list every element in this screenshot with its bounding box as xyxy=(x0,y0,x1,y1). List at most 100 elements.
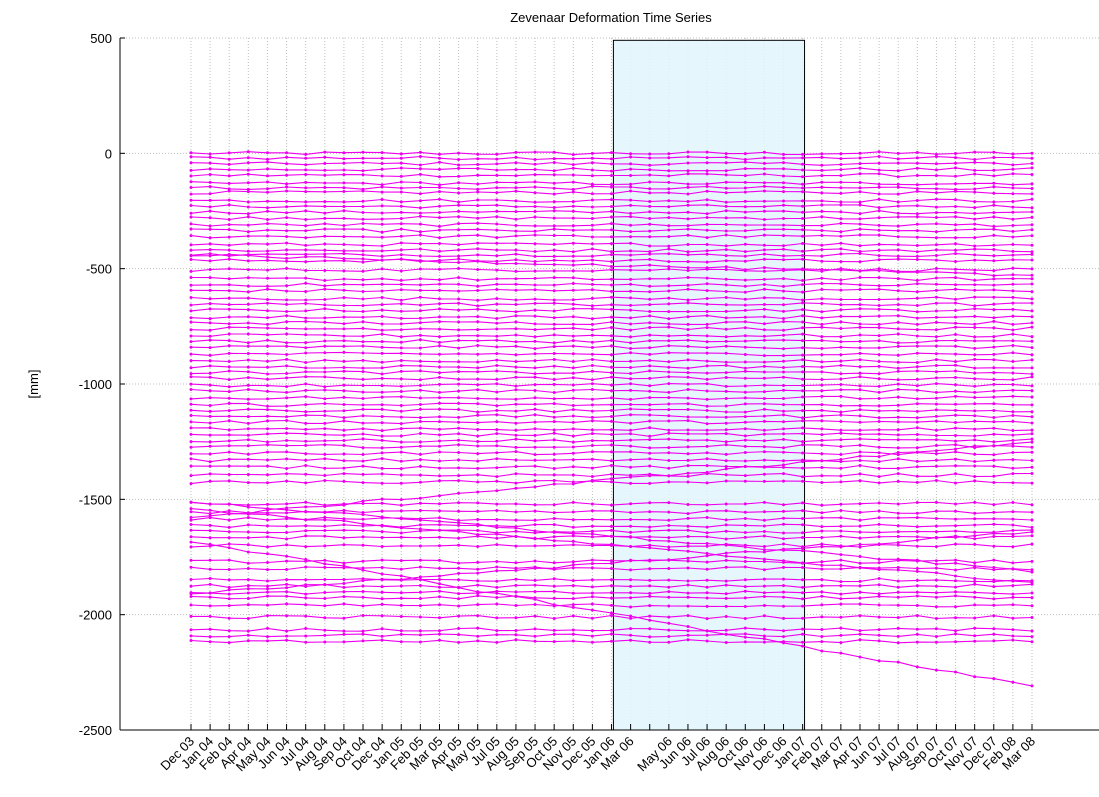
series-point xyxy=(801,451,805,455)
series-point xyxy=(705,260,709,264)
series-point xyxy=(1030,395,1034,399)
series-point xyxy=(1030,481,1034,485)
series-point xyxy=(648,321,652,325)
series-point xyxy=(323,409,327,413)
series-point xyxy=(246,617,250,620)
series-point xyxy=(877,206,881,210)
series-point xyxy=(418,150,422,154)
series-point xyxy=(361,543,365,547)
series-point xyxy=(495,585,499,589)
series-point xyxy=(820,268,824,271)
series-point xyxy=(629,397,633,401)
series-point xyxy=(418,181,422,184)
series-point xyxy=(954,189,957,193)
series-point xyxy=(915,365,919,369)
series-point xyxy=(1030,166,1034,170)
series-point xyxy=(801,443,805,447)
series-point xyxy=(323,591,327,594)
series-point xyxy=(992,481,996,484)
series-point xyxy=(418,288,422,292)
series-point xyxy=(648,268,652,272)
series-point xyxy=(361,377,365,381)
series-point xyxy=(1011,579,1015,583)
series-point xyxy=(954,670,957,674)
series-point xyxy=(246,181,250,185)
series-point xyxy=(973,227,977,231)
series-point xyxy=(380,217,384,221)
series-point xyxy=(552,438,556,442)
series-point xyxy=(380,303,384,307)
series-point xyxy=(571,326,575,330)
series-point xyxy=(782,432,785,436)
series-point xyxy=(934,530,938,534)
series-point xyxy=(782,296,785,300)
series-point xyxy=(495,475,499,479)
series-point xyxy=(1030,346,1034,350)
series-point xyxy=(208,227,212,231)
series-point xyxy=(992,416,996,419)
series-point xyxy=(954,248,957,252)
series-point xyxy=(208,375,212,379)
series-point xyxy=(1011,339,1015,343)
series-point xyxy=(533,427,537,431)
series-point xyxy=(896,254,900,258)
series-point xyxy=(820,185,824,189)
series-point xyxy=(571,597,575,601)
series-point xyxy=(934,191,938,195)
series-point xyxy=(915,212,919,216)
series-point xyxy=(457,301,461,305)
series-point xyxy=(667,180,671,184)
series-point xyxy=(438,175,441,179)
series-point xyxy=(610,315,613,319)
series-point xyxy=(208,346,212,350)
series-point xyxy=(648,567,652,571)
series-point xyxy=(438,340,441,344)
series-point xyxy=(571,298,575,302)
series-point xyxy=(629,444,633,448)
series-point xyxy=(858,454,862,458)
series-point xyxy=(686,614,690,618)
series-point xyxy=(820,529,824,533)
series-point xyxy=(915,402,919,406)
series-point xyxy=(954,426,957,430)
series-point xyxy=(743,210,747,214)
series-point xyxy=(208,514,212,518)
series-point xyxy=(801,440,805,444)
series-point xyxy=(648,191,652,195)
series-point xyxy=(399,309,403,313)
series-point xyxy=(896,303,900,307)
series-point xyxy=(227,604,231,608)
series-point xyxy=(361,614,365,617)
series-point xyxy=(590,439,594,443)
series-point xyxy=(1030,250,1034,254)
series-point xyxy=(418,338,422,342)
series-point xyxy=(285,252,289,256)
series-point xyxy=(1011,258,1015,262)
series-point xyxy=(839,353,843,357)
series-point xyxy=(992,161,996,165)
series-point xyxy=(973,236,977,240)
series-point xyxy=(762,568,766,572)
series-point xyxy=(533,603,537,606)
series-point xyxy=(438,204,441,208)
series-point xyxy=(1011,603,1015,607)
series-point xyxy=(686,629,690,633)
series-point xyxy=(648,222,652,226)
series-point xyxy=(189,151,193,155)
series-point xyxy=(954,472,957,476)
series-point xyxy=(246,603,250,607)
series-point xyxy=(323,565,327,569)
series-point xyxy=(438,297,441,301)
series-point xyxy=(801,585,805,589)
series-point xyxy=(705,596,709,600)
series-point xyxy=(839,282,843,286)
series-point xyxy=(667,370,671,374)
series-point xyxy=(1011,277,1015,281)
series-point xyxy=(667,402,671,406)
series-point xyxy=(323,303,327,307)
series-point xyxy=(915,409,919,413)
series-point xyxy=(457,529,461,533)
series-point xyxy=(915,156,919,160)
series-point xyxy=(380,183,384,187)
series-point xyxy=(820,649,824,653)
